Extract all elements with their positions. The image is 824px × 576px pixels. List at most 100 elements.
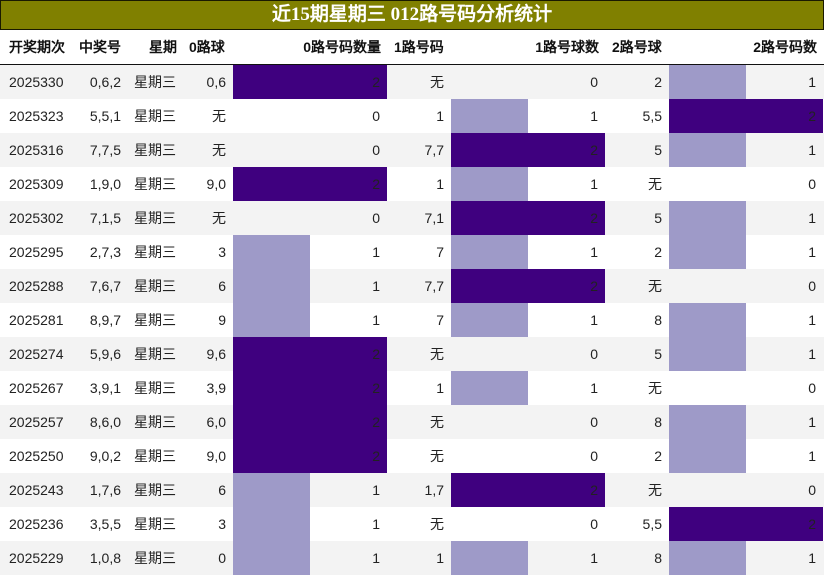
cell-road1-count: 1 xyxy=(590,176,598,192)
cell-road1-balls: 1 xyxy=(436,380,444,396)
cell-weekday: 星期三 xyxy=(134,516,176,532)
cell-period: 2025267 xyxy=(9,380,64,396)
cell-road1-count: 1 xyxy=(590,108,598,124)
cell-road2-balls: 无 xyxy=(648,380,662,396)
cell-road1-count: 1 xyxy=(590,380,598,396)
cell-road1-count: 0 xyxy=(590,74,598,90)
cell-road0-balls: 9,0 xyxy=(206,448,226,464)
cell-winning-number: 1,7,6 xyxy=(89,482,121,498)
cell-road1-balls: 1,7 xyxy=(424,482,444,498)
cell-weekday: 星期三 xyxy=(134,176,176,192)
cell-weekday: 星期三 xyxy=(134,346,176,362)
cell-road0-balls: 无 xyxy=(212,142,226,158)
cell-winning-number: 1,9,0 xyxy=(89,176,121,192)
cell-road0-count: 2 xyxy=(372,414,380,430)
cell-road1-balls: 无 xyxy=(430,346,444,362)
cell-road0-count: 1 xyxy=(372,550,380,566)
table-row: 1 2 0 2025243 1,7,6 星期三 6 1,7 无 xyxy=(0,473,824,507)
cell-road1-balls: 无 xyxy=(430,414,444,430)
cell-winning-number: 7,6,7 xyxy=(89,278,121,294)
table-row: 2 0 1 2025257 8,6,0 星期三 6,0 无 8 xyxy=(0,405,824,439)
cell-road0-balls: 0 xyxy=(218,550,226,566)
cell-winning-number: 7,1,5 xyxy=(89,210,121,226)
road2-count-bar xyxy=(669,439,746,473)
road0-count-bar xyxy=(233,167,387,201)
cell-road0-count: 1 xyxy=(372,278,380,294)
table-row: 1 1 1 2025295 2,7,3 星期三 3 7 2 xyxy=(0,235,824,269)
cell-winning-number: 0,6,2 xyxy=(89,74,121,90)
cell-road1-balls: 1 xyxy=(436,176,444,192)
cell-winning-number: 8,6,0 xyxy=(89,414,121,430)
cell-road1-count: 2 xyxy=(590,482,598,498)
cell-road2-balls: 5 xyxy=(654,346,662,362)
cell-winning-number: 3,9,1 xyxy=(89,380,121,396)
cell-weekday: 星期三 xyxy=(134,380,176,396)
road1-count-bar xyxy=(451,201,605,235)
cell-road2-count: 2 xyxy=(808,516,816,532)
road1-count-bar xyxy=(451,303,528,337)
table-body: 2 0 1 2025330 0,6,2 星期三 0,6 无 2 0 1 2 2025323 5,5,1 星期… xyxy=(0,65,824,575)
header-winning-number: 中奖号 xyxy=(79,39,121,55)
road0-count-bar xyxy=(233,65,387,99)
cell-road2-count: 2 xyxy=(808,108,816,124)
road0-count-bar xyxy=(233,405,387,439)
cell-road0-count: 2 xyxy=(372,380,380,396)
cell-weekday: 星期三 xyxy=(134,244,176,260)
cell-road0-balls: 3,9 xyxy=(206,380,226,396)
road2-count-bar xyxy=(669,405,746,439)
cell-period: 2025330 xyxy=(9,74,64,90)
table-row: 1 1 1 2025281 8,9,7 星期三 9 7 8 xyxy=(0,303,824,337)
cell-winning-number: 9,0,2 xyxy=(89,448,121,464)
table-row: 2 0 1 2025250 9,0,2 星期三 9,0 无 2 xyxy=(0,439,824,473)
table-row: 2 0 1 2025274 5,9,6 星期三 9,6 无 5 xyxy=(0,337,824,371)
cell-winning-number: 1,0,8 xyxy=(89,550,121,566)
header-road1-balls: 1路号码 xyxy=(394,39,444,55)
cell-road2-count: 1 xyxy=(808,448,816,464)
cell-road1-balls: 无 xyxy=(430,448,444,464)
cell-road1-balls: 7 xyxy=(436,244,444,260)
cell-road0-balls: 0,6 xyxy=(206,74,226,90)
table-row: 0 2 1 2025302 7,1,5 星期三 无 7,1 5 xyxy=(0,201,824,235)
cell-weekday: 星期三 xyxy=(134,312,176,328)
road2-count-bar xyxy=(669,541,746,575)
table-title: 近15期星期三 012路号码分析统计 xyxy=(0,0,824,30)
cell-period: 2025302 xyxy=(9,210,64,226)
road0-count-bar xyxy=(233,473,310,507)
header-weekday: 星期 xyxy=(149,39,177,55)
road2-count-bar xyxy=(669,99,823,133)
cell-road2-count: 1 xyxy=(808,346,816,362)
cell-road1-count: 2 xyxy=(590,142,598,158)
header-road0-count: 0路号码数量 xyxy=(303,39,381,55)
cell-road2-count: 1 xyxy=(808,550,816,566)
cell-road0-count: 1 xyxy=(372,244,380,260)
road0-count-bar xyxy=(233,439,387,473)
header-period: 开奖期次 xyxy=(9,39,65,55)
cell-road1-count: 0 xyxy=(590,414,598,430)
cell-road2-balls: 2 xyxy=(654,74,662,90)
cell-road1-balls: 7 xyxy=(436,312,444,328)
cell-road1-balls: 无 xyxy=(430,516,444,532)
cell-road0-balls: 无 xyxy=(212,210,226,226)
table-row: 1 2 0 2025288 7,6,7 星期三 6 7,7 无 xyxy=(0,269,824,303)
cell-winning-number: 2,7,3 xyxy=(89,244,121,260)
cell-road1-balls: 1 xyxy=(436,550,444,566)
road0-count-bar xyxy=(233,337,387,371)
cell-road0-count: 0 xyxy=(372,108,380,124)
cell-road2-balls: 5 xyxy=(654,210,662,226)
road0-count-bar xyxy=(233,303,310,337)
table-row: 1 0 2 2025236 3,5,5 星期三 3 无 5,5 xyxy=(0,507,824,541)
cell-road2-count: 0 xyxy=(808,176,816,192)
cell-road0-balls: 9 xyxy=(218,312,226,328)
road1-count-bar xyxy=(451,541,528,575)
cell-road2-balls: 8 xyxy=(654,414,662,430)
header-road2-count: 2路号码数 xyxy=(753,39,817,55)
cell-road2-balls: 2 xyxy=(654,244,662,260)
header-road2-balls: 2路号球 xyxy=(612,39,662,55)
cell-road0-count: 2 xyxy=(372,448,380,464)
header-road0-balls: 0路球 xyxy=(189,39,225,55)
cell-road2-balls: 2 xyxy=(654,448,662,464)
cell-road1-count: 0 xyxy=(590,448,598,464)
road1-count-bar xyxy=(451,99,528,133)
cell-road2-count: 1 xyxy=(808,74,816,90)
cell-period: 2025229 xyxy=(9,550,64,566)
